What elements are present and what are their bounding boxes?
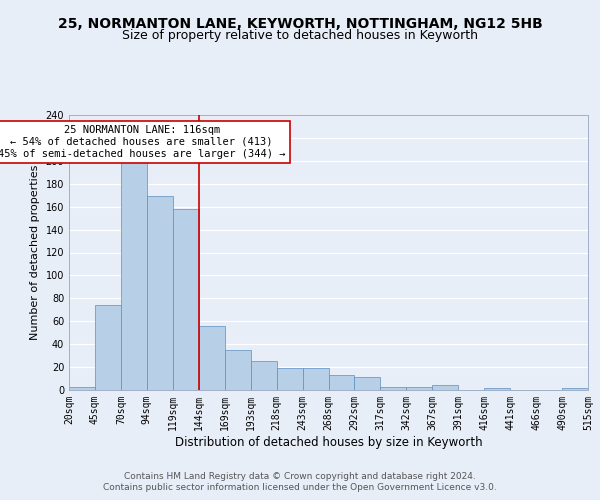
- Bar: [562, 388, 588, 390]
- Bar: [225, 350, 251, 390]
- Bar: [302, 368, 329, 390]
- Bar: [95, 305, 121, 390]
- Bar: [199, 326, 224, 390]
- X-axis label: Distribution of detached houses by size in Keyworth: Distribution of detached houses by size …: [175, 436, 482, 448]
- Text: Contains HM Land Registry data © Crown copyright and database right 2024.
Contai: Contains HM Land Registry data © Crown c…: [103, 472, 497, 492]
- Text: Size of property relative to detached houses in Keyworth: Size of property relative to detached ho…: [122, 29, 478, 42]
- Bar: [277, 368, 302, 390]
- Bar: [251, 362, 277, 390]
- Bar: [484, 388, 510, 390]
- Bar: [406, 386, 432, 390]
- Bar: [173, 209, 199, 390]
- Bar: [329, 375, 355, 390]
- Bar: [69, 386, 95, 390]
- Bar: [121, 162, 147, 390]
- Bar: [380, 386, 406, 390]
- Y-axis label: Number of detached properties: Number of detached properties: [30, 165, 40, 340]
- Bar: [433, 386, 458, 390]
- Bar: [355, 378, 380, 390]
- Text: 25, NORMANTON LANE, KEYWORTH, NOTTINGHAM, NG12 5HB: 25, NORMANTON LANE, KEYWORTH, NOTTINGHAM…: [58, 18, 542, 32]
- Bar: [147, 196, 173, 390]
- Text: 25 NORMANTON LANE: 116sqm
← 54% of detached houses are smaller (413)
45% of semi: 25 NORMANTON LANE: 116sqm ← 54% of detac…: [0, 126, 286, 158]
